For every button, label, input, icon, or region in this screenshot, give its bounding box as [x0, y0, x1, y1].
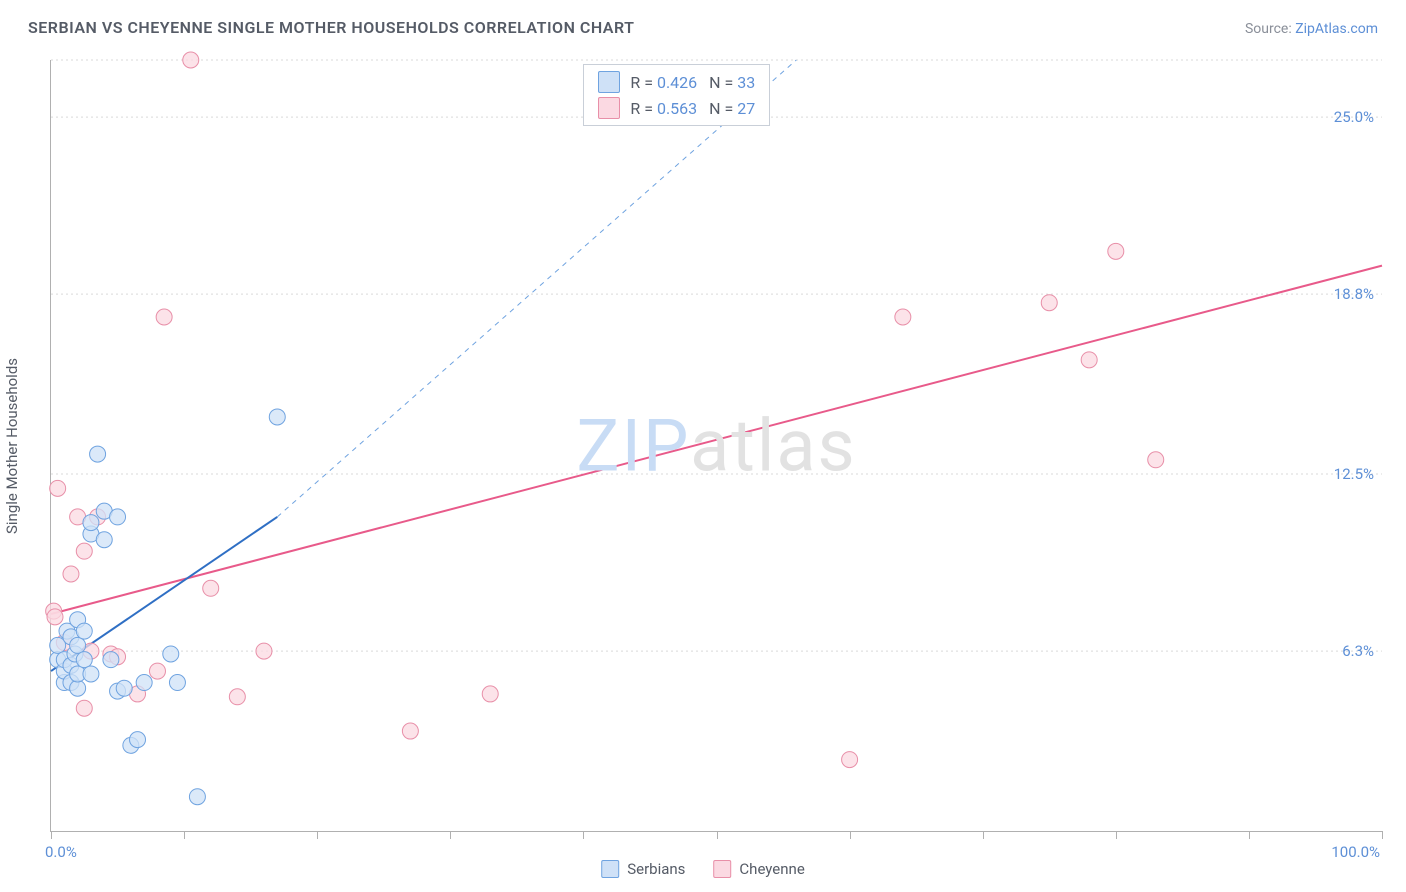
source-label: Source: ZipAtlas.com: [1245, 21, 1378, 37]
legend: Serbians Cheyenne: [601, 860, 805, 878]
stats-box: R = 0.426 N = 33R = 0.563 N = 27: [583, 64, 770, 126]
header-row: SERBIAN VS CHEYENNE SINGLE MOTHER HOUSEH…: [0, 0, 1406, 37]
y-axis-label: Single Mother Households: [3, 358, 21, 534]
plot-area: ZIPatlas R = 0.426 N = 33R = 0.563 N = 2…: [50, 60, 1382, 832]
plot-svg: [51, 60, 1382, 831]
legend-item-cheyenne[interactable]: Cheyenne: [713, 860, 804, 878]
legend-swatch-icon: [601, 860, 619, 878]
legend-item-serbians[interactable]: Serbians: [601, 860, 685, 878]
source-link[interactable]: ZipAtlas.com: [1295, 21, 1378, 37]
legend-swatch-icon: [713, 860, 731, 878]
chart-title: SERBIAN VS CHEYENNE SINGLE MOTHER HOUSEH…: [28, 18, 634, 37]
correlation-chart: SERBIAN VS CHEYENNE SINGLE MOTHER HOUSEH…: [0, 0, 1406, 892]
